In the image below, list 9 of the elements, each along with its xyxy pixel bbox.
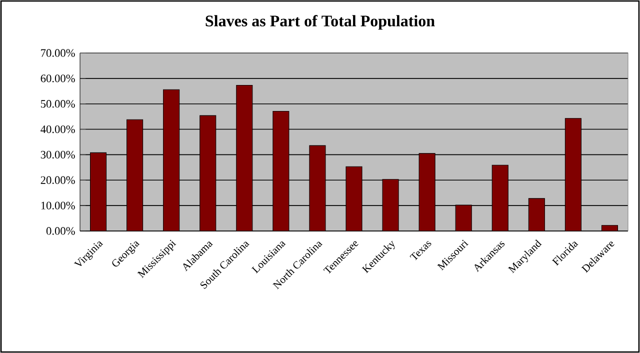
y-tick-label: 40.00% [40,125,75,134]
y-tick-label: 10.00% [41,202,75,210]
y-tick-label: 0.00% [46,227,75,235]
y-tick-label: 20.00% [40,176,75,184]
y-tick-label: 70.00% [41,49,75,57]
y-tick-label: 60.00% [40,74,75,82]
y-tick-label: 30.00% [40,150,75,159]
chart-title: Slaves as Part of Total Population [206,14,435,30]
y-tick-label: 50.00% [41,100,75,108]
